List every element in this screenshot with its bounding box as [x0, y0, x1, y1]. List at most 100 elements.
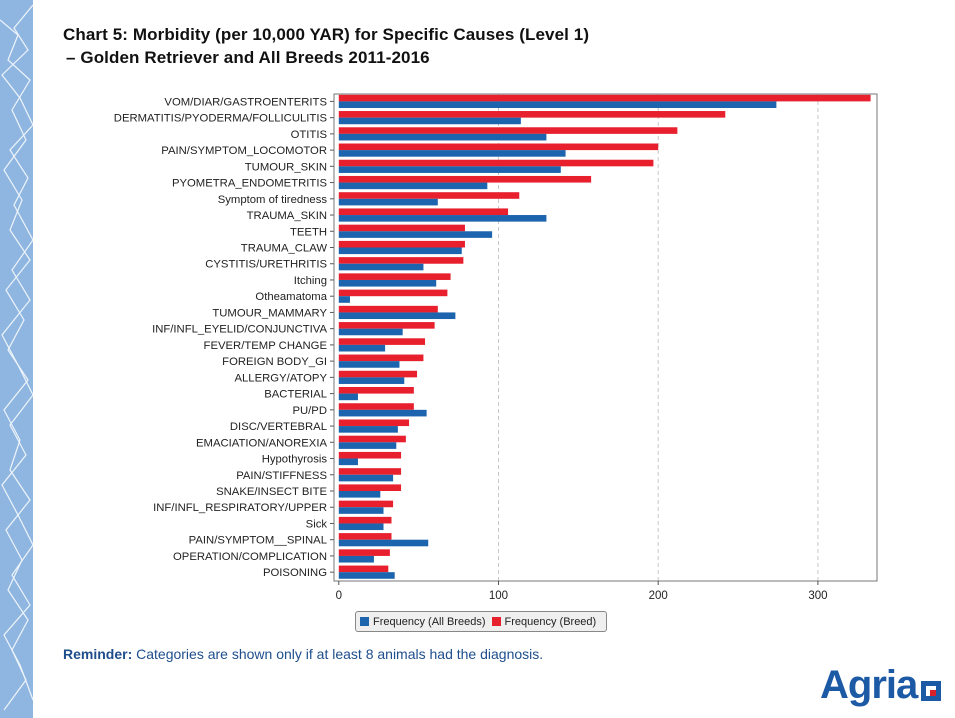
category-label-7: TRAUMA_SKIN: [247, 210, 327, 222]
bar-chart: VOM/DIAR/GASTROENTERITS DERMATITIS/PYODER…: [114, 93, 878, 602]
legend-item-all-breeds: Frequency (All Breeds): [360, 616, 486, 628]
bar-all-breeds-18: [338, 393, 358, 401]
chart-subtitle: – Golden Retriever and All Breeds 2011-2…: [66, 48, 430, 67]
bar-all-breeds-7: [338, 215, 547, 222]
bar-breed-2: [338, 127, 678, 134]
bar-breed-22: [338, 451, 402, 459]
bar-breed-6: [338, 192, 520, 199]
category-label-5: PYOMETRA_ENDOMETRITIS: [172, 178, 327, 190]
category-label-0: VOM/DIAR/GASTROENTERITS: [164, 96, 327, 108]
bar-breed-26: [338, 516, 392, 524]
bar-breed-4: [338, 159, 654, 167]
bar-all-breeds-4: [338, 166, 561, 173]
decorative-side-band: [0, 0, 33, 718]
bar-breed-27: [338, 533, 392, 540]
bar-all-breeds-12: [338, 296, 350, 303]
agria-logo: Agria: [820, 663, 942, 707]
bar-all-breeds-19: [338, 409, 427, 417]
category-label-1: DERMATITIS/PYODERMA/FOLLICULITIS: [114, 113, 328, 125]
bar-breed-16: [338, 354, 424, 362]
legend-label-all-breeds: Frequency (All Breeds): [373, 615, 486, 628]
category-label-12: Otheamatoma: [255, 291, 327, 303]
bar-all-breeds-15: [338, 344, 386, 352]
bar-breed-0: [338, 94, 871, 102]
bar-breed-17: [338, 370, 418, 378]
bar-breed-21: [338, 435, 406, 443]
bar-breed-25: [338, 500, 394, 508]
bar-all-breeds-16: [338, 361, 400, 368]
bar-all-breeds-21: [338, 442, 397, 449]
reminder-text: Categories are shown only if at least 8 …: [136, 646, 544, 662]
bar-breed-19: [338, 403, 414, 410]
legend-swatch-all-breeds: [360, 617, 369, 626]
category-label-8: TEETH: [290, 226, 327, 238]
x-tick-label-0: 0: [336, 590, 342, 602]
bar-breed-28: [338, 549, 390, 556]
bar-breed-24: [338, 484, 402, 491]
x-tick-label-200: 200: [649, 590, 668, 602]
legend-label-breed: Frequency (Breed): [504, 615, 597, 628]
category-label-29: POISONING: [263, 567, 327, 579]
category-label-18: BACTERIAL: [264, 389, 327, 401]
category-label-3: PAIN/SYMPTOM_LOCOMOTOR: [161, 145, 327, 157]
x-tick-label-100: 100: [489, 590, 508, 602]
bar-all-breeds-10: [338, 263, 424, 271]
bar-all-breeds-6: [338, 198, 438, 206]
bar-all-breeds-28: [338, 555, 374, 563]
bar-breed-23: [338, 468, 402, 475]
bar-all-breeds-1: [338, 117, 521, 125]
logo-mark-icon: [921, 681, 942, 701]
category-label-26: Sick: [306, 518, 328, 530]
chart-title: Chart 5: Morbidity (per 10,000 YAR) for …: [63, 25, 590, 44]
x-tick-label-300: 300: [808, 590, 827, 602]
bar-all-breeds-26: [338, 523, 384, 531]
logo-text: Agria: [820, 663, 918, 707]
category-label-6: Symptom of tiredness: [218, 194, 328, 206]
category-label-28: OPERATION/COMPLICATION: [173, 551, 327, 563]
category-label-20: DISC/VERTEBRAL: [230, 421, 327, 433]
bar-all-breeds-13: [338, 312, 456, 320]
category-label-23: PAIN/STIFFNESS: [236, 470, 327, 482]
bar-breed-9: [338, 240, 465, 248]
bar-breed-15: [338, 338, 426, 345]
category-label-16: FOREIGN BODY_GI: [222, 356, 327, 368]
bar-breed-7: [338, 208, 509, 216]
bar-breed-5: [338, 175, 592, 183]
bar-breed-12: [338, 289, 448, 297]
bar-all-breeds-5: [338, 182, 488, 190]
chart-legend: Frequency (All Breeds) Frequency (Breed): [355, 611, 608, 632]
category-label-19: PU/PD: [292, 405, 327, 417]
bar-breed-18: [338, 387, 414, 394]
bar-all-breeds-29: [338, 572, 395, 579]
reminder-note: Reminder: Categories are shown only if a…: [63, 646, 543, 662]
bar-breed-10: [338, 257, 464, 264]
bar-breed-29: [338, 565, 389, 573]
bar-all-breeds-22: [338, 458, 358, 466]
category-label-13: TUMOUR_MAMMARY: [212, 307, 327, 319]
bar-all-breeds-14: [338, 328, 403, 336]
bar-breed-14: [338, 322, 435, 329]
bar-breed-8: [338, 224, 465, 232]
legend-swatch-breed: [491, 617, 501, 626]
category-label-21: EMACIATION/ANOREXIA: [196, 437, 327, 449]
bar-all-breeds-2: [338, 133, 547, 141]
legend-item-breed: Frequency (Breed): [491, 615, 597, 628]
bar-breed-1: [338, 111, 726, 118]
bar-breed-3: [338, 143, 659, 151]
bar-all-breeds-3: [338, 150, 566, 157]
bar-all-breeds-11: [338, 279, 437, 287]
bar-breed-20: [338, 419, 410, 427]
bar-all-breeds-9: [338, 247, 462, 255]
side-band-pattern: [0, 4, 33, 711]
plot-frame: [333, 93, 878, 582]
bar-breed-13: [338, 305, 438, 313]
category-label-15: FEVER/TEMP CHANGE: [204, 340, 328, 352]
category-label-24: SNAKE/INSECT BITE: [216, 486, 327, 498]
bar-all-breeds-0: [338, 101, 777, 108]
category-label-25: INF/INFL_RESPIRATORY/UPPER: [153, 502, 327, 514]
bar-all-breeds-17: [338, 377, 405, 384]
category-label-10: CYSTITIS/URETHRITIS: [205, 259, 327, 271]
category-label-14: INF/INFL_EYELID/CONJUNCTIVA: [152, 324, 327, 336]
category-label-11: Itching: [294, 275, 327, 287]
category-label-17: ALLERGY/ATOPY: [234, 372, 327, 384]
